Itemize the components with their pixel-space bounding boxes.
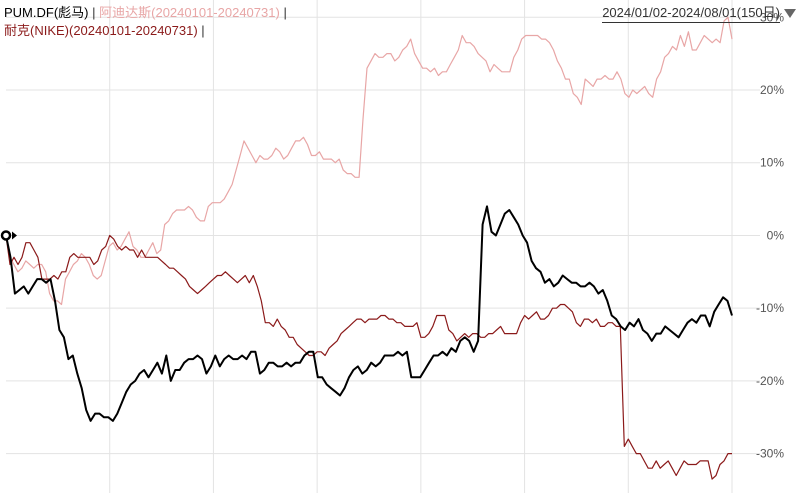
series-line-adidas[interactable]	[5, 16, 733, 306]
marker-layer	[0, 230, 17, 241]
y-tick-label: -20%	[756, 374, 784, 388]
legend-separator: |	[283, 5, 287, 20]
date-range-label[interactable]: 2024/01/02-2024/08/01(150日)	[602, 4, 780, 23]
legend-puma[interactable]: PUM.DF(彪马)	[4, 5, 89, 20]
legend-adidas[interactable]: 阿迪达斯(20240101-20240731)	[99, 5, 280, 20]
series-line-nike[interactable]	[5, 234, 732, 480]
y-axis: 30% 20% 10% 0% -10% -20% -30%	[756, 10, 784, 460]
y-tick-label: -30%	[756, 447, 784, 461]
series-layer	[5, 16, 733, 480]
y-tick-label: 20%	[760, 83, 784, 97]
legend-nike[interactable]: 耐克(NIKE)(20240101-20240731)	[4, 23, 198, 38]
series-line-puma[interactable]	[5, 205, 733, 422]
y-tick-label: -10%	[756, 301, 784, 315]
start-arrow-icon	[12, 231, 17, 240]
dropdown-triangle-icon[interactable]	[784, 9, 796, 18]
y-tick-label: 10%	[760, 156, 784, 170]
y-tick-label: 30%	[760, 10, 784, 24]
date-range-selector[interactable]: 2024/01/02-2024/08/01(150日)	[602, 4, 796, 23]
legend-separator: |	[92, 5, 96, 20]
legend-separator: |	[201, 23, 205, 38]
legend: PUM.DF(彪马) | 阿迪达斯(20240101-20240731) | 耐…	[4, 4, 287, 40]
grid-layer	[6, 0, 760, 493]
y-tick-label: 0%	[767, 228, 785, 242]
start-point-marker	[0, 230, 12, 241]
